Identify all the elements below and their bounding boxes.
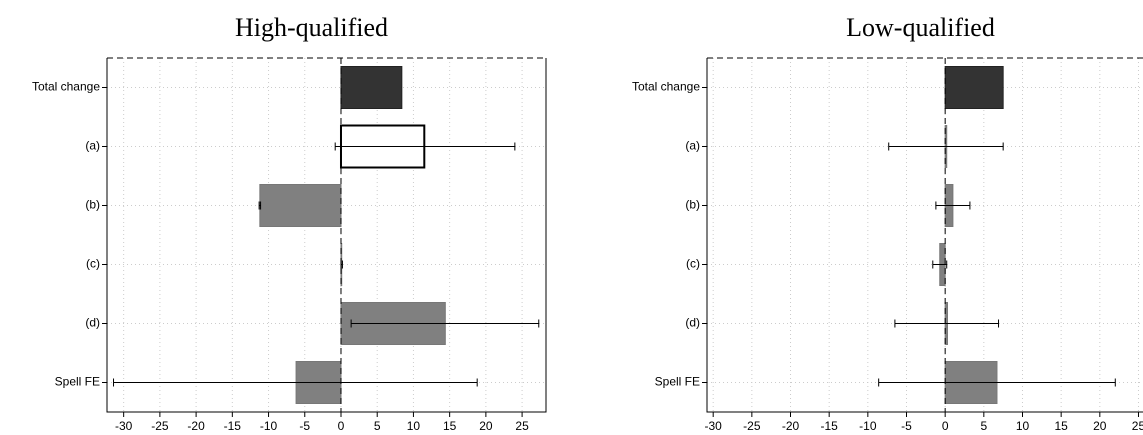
x-tick-label: -5 (299, 419, 310, 433)
bar (259, 184, 342, 227)
error-bar (878, 378, 1116, 387)
y-tick-label: Spell FE (655, 375, 700, 389)
y-tick-label: Total change (632, 80, 700, 94)
y-tick-label: (d) (685, 316, 700, 330)
y-tick-label: Spell FE (55, 375, 100, 389)
x-tick-label: -20 (782, 419, 800, 433)
error-bar (894, 319, 1000, 328)
x-tick-label: 5 (374, 419, 381, 433)
x-tick-label: 25 (515, 419, 529, 433)
y-tick-label: (a) (85, 139, 100, 153)
frame (106, 58, 547, 413)
error-bar (932, 260, 948, 269)
error-bar (888, 142, 1004, 151)
x-tick-label: 20 (1093, 419, 1107, 433)
y-tick-label: Total change (32, 80, 100, 94)
panel: High-qualified -30 -25 -20 -15 -10 -5 0 5 10 15 20 2… (32, 13, 547, 433)
chart-title: High-qualified (235, 13, 388, 42)
y-tick-label: (b) (85, 198, 100, 212)
bar (944, 66, 1004, 109)
x-tick-label: -10 (859, 419, 877, 433)
y-tick-label: (d) (85, 316, 100, 330)
x-tick-label: -10 (260, 419, 278, 433)
y-tick-label: (c) (86, 257, 100, 271)
x-tick-label: 0 (942, 419, 949, 433)
error-bar (350, 319, 540, 328)
x-tick-label: 15 (1054, 419, 1068, 433)
x-tick-label: 20 (479, 419, 493, 433)
y-tick-label: (a) (685, 139, 700, 153)
error-bar (258, 201, 262, 210)
x-tick-label: -30 (705, 419, 723, 433)
x-tick-label: -25 (151, 419, 169, 433)
x-tick-label: 5 (980, 419, 987, 433)
y-tick-label: (c) (686, 257, 700, 271)
x-tick-label: -20 (187, 419, 205, 433)
x-tick-label: -5 (901, 419, 912, 433)
x-tick-label: -15 (224, 419, 242, 433)
error-bar (935, 201, 971, 210)
x-tick-label: 10 (1016, 419, 1030, 433)
x-tick-label: -30 (115, 419, 133, 433)
y-tick-label: (b) (685, 198, 700, 212)
bar (340, 66, 403, 109)
chart-title: Low-qualified (846, 13, 995, 42)
x-tick-label: -25 (743, 419, 761, 433)
x-tick-label: -15 (821, 419, 839, 433)
x-tick-label: 0 (338, 419, 345, 433)
error-bar (113, 378, 478, 387)
x-tick-label: 25 (1132, 419, 1143, 433)
frame (706, 58, 1143, 413)
x-tick-label: 15 (443, 419, 457, 433)
panel: Low-qualified -30 -25 -20 -15 -10 -5 0 5 10 15 20 25… (632, 13, 1143, 433)
error-bar (334, 142, 516, 151)
x-tick-label: 10 (407, 419, 421, 433)
